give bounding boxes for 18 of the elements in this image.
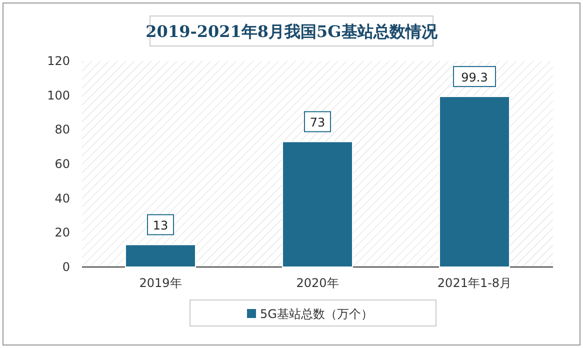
bar <box>439 96 510 268</box>
chart-title: 2019-2021年8月我国5G基站总数情况 <box>146 22 438 41</box>
y-tick-label: 60 <box>54 157 70 171</box>
legend-label: 5G基站总数（万个） <box>260 307 373 321</box>
y-tick-label: 120 <box>47 54 70 68</box>
y-tick-label: 0 <box>62 260 70 274</box>
data-label: 99.3 <box>461 70 488 85</box>
y-tick-label: 100 <box>47 88 70 102</box>
y-tick-label: 40 <box>54 191 70 206</box>
bar <box>125 244 196 268</box>
y-tick-label: 80 <box>54 122 70 137</box>
y-tick-label: 20 <box>54 226 70 240</box>
x-tick-label: 2019年 <box>139 276 182 290</box>
data-label: 13 <box>152 218 168 233</box>
data-label: 73 <box>310 116 326 130</box>
x-tick-label: 2021年1-8月 <box>437 276 512 290</box>
x-tick-label: 2020年 <box>296 276 339 290</box>
bar <box>282 141 353 268</box>
